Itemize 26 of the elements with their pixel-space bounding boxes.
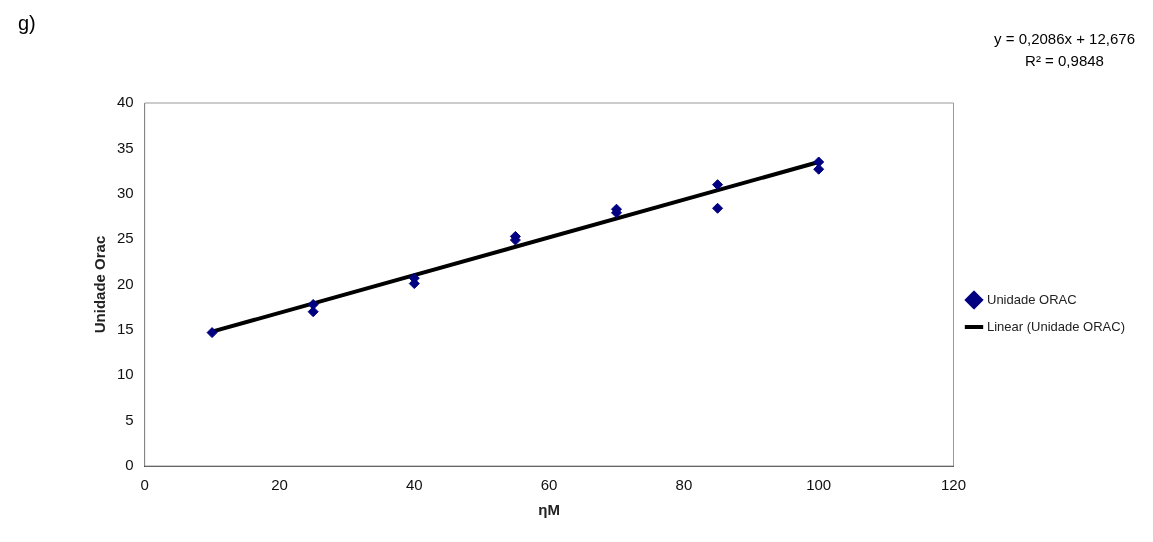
point	[712, 179, 724, 191]
y-tick-label: 40	[117, 93, 134, 111]
legend-label: Linear (Unidade ORAC)	[987, 318, 1126, 334]
y-tick-label: 35	[117, 138, 134, 156]
x-axis-title: ηM	[538, 501, 560, 519]
y-tick-label: 25	[117, 229, 134, 247]
x-tick-label: 0	[140, 476, 149, 494]
y-tick-label: 5	[125, 410, 134, 428]
y-tick-label: 0	[125, 456, 134, 474]
x-tick-label: 40	[405, 476, 423, 494]
x-tick-label: 60	[540, 476, 558, 494]
x-tick-label: 120	[940, 476, 967, 494]
x-tick-label: 100	[806, 476, 832, 494]
x-tick-label: 20	[271, 476, 288, 494]
point	[206, 327, 218, 339]
point	[712, 202, 724, 214]
y-tick-label: 20	[117, 274, 134, 292]
y-tick-label: 10	[117, 365, 134, 383]
text: y = 0,2086x + 12,676	[994, 29, 1135, 49]
text: R² = 0,9848	[1024, 51, 1105, 71]
text: g)	[18, 12, 36, 35]
y-tick-label: 30	[117, 183, 134, 201]
x-tick-label: 80	[675, 476, 693, 494]
y-tick-label: 15	[117, 320, 134, 338]
y-axis-title: Unidade Orac	[91, 235, 109, 334]
legend-label: Unidade ORAC	[987, 291, 1077, 307]
